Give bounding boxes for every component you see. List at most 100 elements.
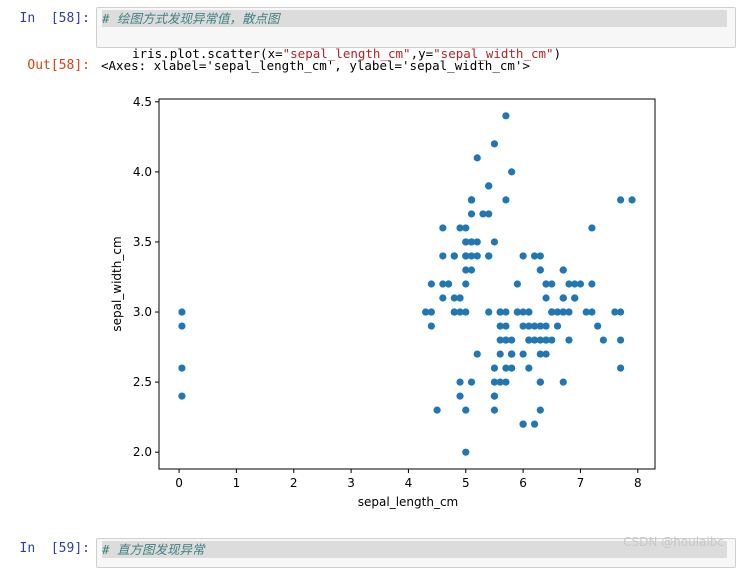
x-tick-label: 5 xyxy=(462,476,470,490)
data-point xyxy=(519,308,527,316)
data-point xyxy=(559,308,567,316)
y-axis-label: sepal_width_cm xyxy=(110,236,124,331)
data-point xyxy=(508,364,516,372)
data-point xyxy=(519,252,527,260)
data-point xyxy=(462,238,470,246)
data-point xyxy=(525,322,533,330)
data-point xyxy=(542,294,550,302)
data-point xyxy=(525,308,533,316)
y-tick-label: 2.5 xyxy=(133,375,152,389)
data-point xyxy=(473,154,481,162)
data-point xyxy=(439,224,447,232)
scatter-points xyxy=(178,112,636,456)
data-point xyxy=(456,378,464,386)
code-cell-58[interactable]: # 绘图方式发现异常值，散点图 iris.plot.scatter(x="sep… xyxy=(96,7,736,61)
data-point xyxy=(490,406,499,414)
data-point xyxy=(542,322,550,330)
data-point xyxy=(519,322,527,330)
data-point xyxy=(485,252,493,260)
data-point xyxy=(536,266,544,274)
data-point xyxy=(473,238,481,246)
data-point xyxy=(473,350,481,358)
data-point xyxy=(588,280,596,288)
data-point xyxy=(588,224,596,232)
x-tick-label: 7 xyxy=(577,476,585,490)
y-tick-label: 2.0 xyxy=(133,445,152,459)
data-point xyxy=(178,392,186,400)
data-point xyxy=(616,336,625,344)
data-point xyxy=(502,112,510,120)
data-point xyxy=(467,252,476,260)
code-arg-sep: ,y= xyxy=(410,46,434,61)
data-point xyxy=(496,378,504,386)
data-point xyxy=(536,336,544,344)
data-point xyxy=(462,280,470,288)
data-point xyxy=(565,280,573,288)
data-point xyxy=(502,378,510,386)
data-point xyxy=(496,322,504,330)
y-tick-label: 4.0 xyxy=(133,165,152,179)
data-point xyxy=(490,392,499,400)
x-tick-label: 8 xyxy=(634,476,642,490)
data-point xyxy=(456,308,464,316)
data-point xyxy=(439,252,447,260)
data-point xyxy=(502,336,510,344)
watermark: CSDN @houlaibc xyxy=(623,535,724,549)
data-point xyxy=(456,392,464,400)
data-point xyxy=(450,294,458,302)
data-point xyxy=(536,378,544,386)
data-point xyxy=(536,350,544,358)
y-tick-label: 4.5 xyxy=(133,95,152,109)
data-point xyxy=(530,420,539,428)
data-point xyxy=(490,364,499,372)
data-point xyxy=(479,210,487,218)
data-point xyxy=(565,336,573,344)
data-point xyxy=(530,336,539,344)
data-point xyxy=(599,336,607,344)
data-point xyxy=(502,196,510,204)
x-tick-label: 1 xyxy=(233,476,241,490)
x-tick-label: 4 xyxy=(405,476,413,490)
data-point xyxy=(462,266,470,274)
data-point xyxy=(508,350,516,358)
x-tick-label: 6 xyxy=(519,476,527,490)
data-point xyxy=(559,294,567,302)
y-tick-label: 3.0 xyxy=(133,305,152,319)
data-point xyxy=(582,308,590,316)
data-point xyxy=(616,364,625,372)
in-prompt-58: In [58]: xyxy=(19,11,90,26)
data-point xyxy=(525,336,533,344)
y-axis-ticks: 2.0 2.5 3.0 3.5 4.0 4.5 xyxy=(133,95,159,459)
data-point xyxy=(439,294,447,302)
data-point xyxy=(427,308,435,316)
x-tick-label: 2 xyxy=(290,476,298,490)
code-close-paren: ) xyxy=(553,46,562,61)
data-point xyxy=(508,336,516,344)
data-point xyxy=(542,280,550,288)
data-point xyxy=(485,308,493,316)
data-point xyxy=(548,308,556,316)
code-call: iris.plot.scatter(x= xyxy=(132,46,283,61)
data-point xyxy=(616,308,625,316)
data-point xyxy=(462,308,470,316)
data-point xyxy=(462,406,470,414)
data-point xyxy=(508,168,516,176)
data-point xyxy=(542,350,550,358)
x-axis-label: sepal_length_cm xyxy=(358,495,458,509)
scatter-chart: 0 1 2 3 4 5 6 7 8 2.0 2.5 3.0 3.5 4.0 4.5 sepal_lengt… xyxy=(110,95,656,509)
in-prompt-59: In [59]: xyxy=(19,541,90,556)
data-point xyxy=(427,280,435,288)
out-prompt-58: Out[58]: xyxy=(27,58,90,73)
data-point xyxy=(502,364,510,372)
data-point xyxy=(467,378,476,386)
data-point xyxy=(628,196,636,204)
data-point xyxy=(588,308,596,316)
data-point xyxy=(616,196,625,204)
data-point xyxy=(467,266,476,274)
data-point xyxy=(490,140,499,148)
data-point xyxy=(611,308,619,316)
data-point xyxy=(536,322,544,330)
data-point xyxy=(433,406,441,414)
data-point xyxy=(467,238,476,246)
data-point xyxy=(490,378,499,386)
